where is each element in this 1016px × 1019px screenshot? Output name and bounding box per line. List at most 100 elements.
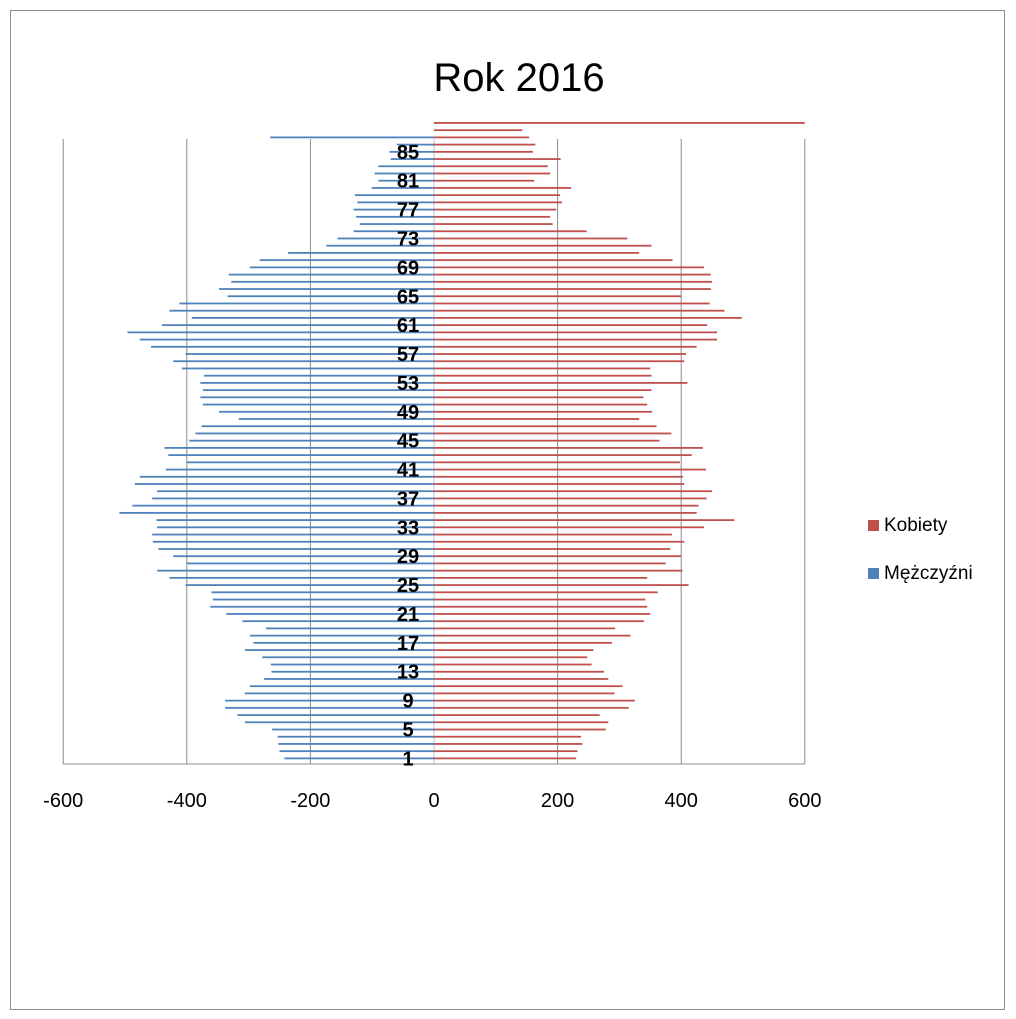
- bar-mczyni: [244, 649, 434, 651]
- bar-mczyni: [168, 454, 434, 457]
- population-pyramid-chart: Rok 2016 1 5 9 13 17 21 25 29 33 37 41 45 49 53 57 61 65…: [43, 56, 973, 812]
- age-label: 81: [397, 171, 419, 193]
- bar-mczyni: [157, 490, 435, 493]
- bar-mczyni: [186, 461, 434, 464]
- bar-kobiety: [434, 468, 706, 471]
- bar-mczyni: [374, 172, 434, 175]
- bar-mczyni: [284, 757, 434, 760]
- bar-mczyni: [242, 620, 434, 623]
- bar-kobiety: [434, 526, 705, 529]
- bar-kobiety: [434, 158, 561, 160]
- bar-kobiety: [434, 353, 687, 355]
- age-label: 73: [397, 228, 419, 250]
- age-label: 13: [397, 662, 419, 684]
- bar-kobiety: [434, 230, 587, 233]
- bar-mczyni: [200, 382, 434, 384]
- bar-mczyni: [158, 548, 434, 550]
- bar-mczyni: [189, 439, 434, 442]
- bar-mczyni: [185, 584, 434, 586]
- bar-kobiety: [434, 569, 683, 572]
- bar-kobiety: [434, 504, 699, 507]
- bar-mczyni: [249, 634, 434, 637]
- bar-mczyni: [195, 432, 434, 435]
- age-label: 37: [397, 488, 419, 510]
- bar-kobiety: [434, 511, 697, 514]
- x-tick-label: 600: [788, 790, 821, 812]
- bar-kobiety: [434, 598, 646, 601]
- bar-mczyni: [389, 150, 434, 153]
- bar-kobiety: [434, 288, 711, 290]
- bar-kobiety: [434, 280, 713, 283]
- bar-mczyni: [202, 403, 434, 406]
- bar-kobiety: [434, 172, 551, 175]
- bar-mczyni: [356, 215, 434, 218]
- bar-kobiety: [434, 223, 553, 225]
- bar-mczyni: [378, 179, 434, 182]
- bar-mczyni: [119, 511, 435, 514]
- bar-kobiety: [434, 439, 660, 442]
- bar-kobiety: [434, 179, 535, 182]
- bar-kobiety: [434, 425, 657, 428]
- bar-kobiety: [434, 136, 530, 139]
- bar-kobiety: [434, 714, 600, 716]
- bar-kobiety: [434, 692, 615, 695]
- bar-mczyni: [271, 670, 434, 673]
- bar-mczyni: [150, 345, 434, 348]
- bar-mczyni: [396, 143, 434, 146]
- bar-mczyni: [165, 468, 434, 471]
- bar-kobiety: [434, 454, 692, 457]
- bar-mczyni: [139, 338, 434, 341]
- bar-mczyni: [237, 714, 434, 716]
- chart-title: Rok 2016: [433, 56, 604, 100]
- bar-mczyni: [164, 446, 434, 449]
- x-tick-label: -600: [43, 790, 83, 812]
- legend-swatch: [868, 520, 879, 531]
- x-tick-label: 0: [428, 790, 439, 812]
- bar-mczyni: [186, 562, 434, 565]
- bar-mczyni: [326, 244, 434, 247]
- bar-kobiety: [434, 273, 711, 276]
- bar-mczyni: [212, 598, 434, 601]
- legend-label: Mężczyźni: [884, 563, 973, 584]
- bar-mczyni: [201, 425, 434, 428]
- age-label: 53: [397, 373, 419, 395]
- bar-kobiety: [434, 605, 648, 608]
- bar-kobiety: [434, 490, 713, 493]
- bar-mczyni: [353, 208, 434, 211]
- bar-mczyni: [288, 252, 434, 254]
- bar-kobiety: [434, 410, 653, 413]
- x-tick-label: -400: [167, 790, 207, 812]
- bar-mczyni: [259, 259, 434, 262]
- bar-kobiety: [434, 576, 648, 579]
- bar-kobiety: [434, 685, 623, 688]
- bars: [119, 122, 805, 760]
- bar-kobiety: [434, 562, 666, 565]
- age-label: 77: [397, 200, 419, 222]
- bar-kobiety: [434, 389, 652, 392]
- bar-mczyni: [226, 613, 434, 615]
- bar-kobiety: [434, 627, 616, 630]
- bar-kobiety: [434, 446, 703, 449]
- bar-kobiety: [434, 252, 640, 254]
- bar-mczyni: [272, 728, 434, 731]
- gridlines: [62, 139, 806, 765]
- bar-mczyni: [139, 475, 434, 478]
- x-tick-label: -200: [290, 790, 330, 812]
- bar-mczyni: [371, 187, 434, 189]
- bar-kobiety: [434, 194, 561, 197]
- bar-mczyni: [156, 519, 434, 521]
- bar-mczyni: [353, 230, 434, 233]
- bar-kobiety: [434, 555, 682, 558]
- bar-mczyni: [228, 273, 434, 276]
- age-label: 9: [402, 691, 413, 713]
- bar-mczyni: [270, 663, 434, 666]
- bar-mczyni: [185, 353, 434, 355]
- bar-kobiety: [434, 331, 718, 334]
- bar-mczyni: [278, 743, 434, 745]
- bar-kobiety: [434, 150, 533, 153]
- bar-kobiety: [434, 678, 609, 680]
- bar-mczyni: [173, 360, 435, 363]
- bar-kobiety: [434, 165, 548, 168]
- bar-kobiety: [434, 244, 652, 247]
- bar-mczyni: [181, 367, 434, 370]
